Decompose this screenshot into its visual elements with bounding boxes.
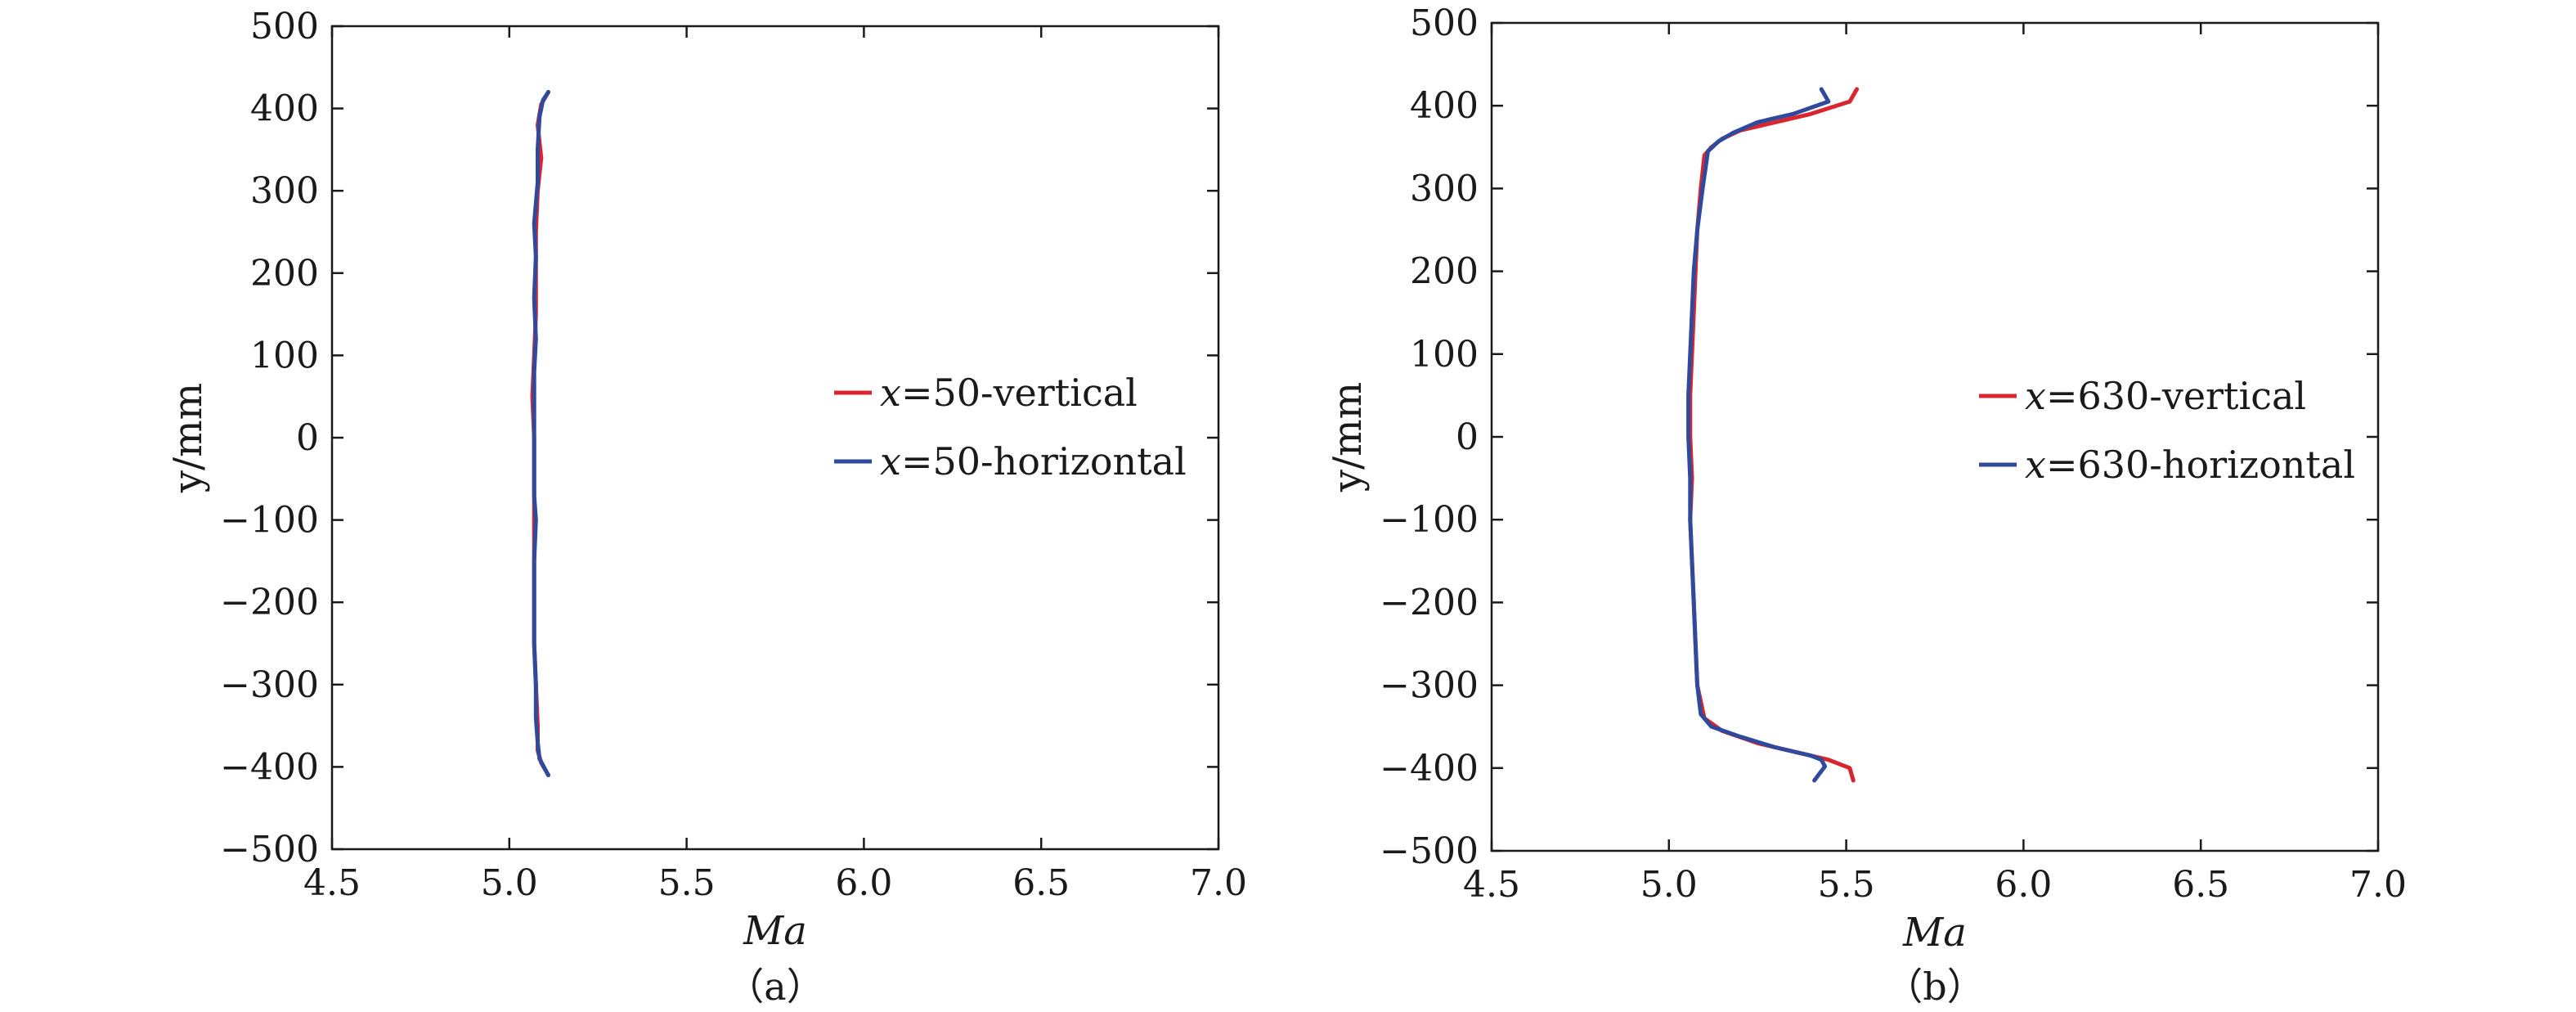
- x-tick-label: 6.0: [1995, 864, 2052, 906]
- x-tick-label: 5.5: [1818, 864, 1875, 906]
- y-axis-label: y/mm: [165, 383, 211, 493]
- plot-frame: [1490, 21, 2380, 852]
- y-tick-label: 0: [296, 417, 319, 459]
- y-tick-label: −200: [1380, 582, 1479, 623]
- series-line-horizontal: [1686, 87, 1831, 783]
- y-tick-label: 400: [250, 88, 319, 130]
- y-tick-label: 500: [1410, 2, 1479, 44]
- y-axis-label: y/mm: [1325, 382, 1371, 493]
- series-line-vertical: [1688, 87, 1860, 783]
- y-tick-label: 400: [1410, 85, 1479, 127]
- y-tick-label: −100: [220, 500, 319, 542]
- y-tick-label: −500: [220, 829, 319, 870]
- y-tick-label: −100: [1380, 499, 1479, 541]
- y-tick-label: −300: [1380, 665, 1479, 707]
- x-tick-label: 4.5: [1463, 864, 1520, 906]
- y-tick-label: −400: [1380, 748, 1479, 789]
- legend-label-vertical: x=630-vertical: [2025, 374, 2306, 418]
- y-tick-label: 300: [250, 170, 319, 212]
- y-tick-label: −400: [220, 746, 319, 788]
- series-line-horizontal: [532, 90, 550, 777]
- chart-panel-b: 4.5 5.0 5.5 6.0 6.5 7.0 500 400 300 200 100 0 −100 −2…: [1325, 2, 2407, 1009]
- x-tick-label: 4.5: [303, 862, 361, 904]
- y-tick-label: 500: [250, 6, 319, 47]
- legend-label-horizontal: x=50-horizontal: [880, 439, 1187, 484]
- y-tick-label: −300: [220, 664, 319, 706]
- y-tick-label: 200: [1410, 251, 1479, 293]
- y-tick-label: 300: [1410, 168, 1479, 209]
- plot-frame: [330, 25, 1220, 851]
- x-axis-label: Ma: [743, 908, 807, 954]
- legend-label-vertical: x=50-vertical: [880, 371, 1138, 415]
- y-tick-label: 200: [250, 253, 319, 295]
- x-tick-label: 6.5: [2172, 864, 2229, 906]
- x-tick-label: 7.0: [1190, 862, 1247, 904]
- x-axis-label: Ma: [1902, 910, 1967, 956]
- y-tick-label: −500: [1380, 830, 1479, 872]
- x-tick-label: 6.0: [835, 862, 892, 904]
- y-tick-label: 100: [1410, 334, 1479, 376]
- x-tick-label: 5.5: [658, 862, 716, 904]
- x-tick-label: 5.0: [481, 862, 538, 904]
- y-tick-label: 100: [250, 335, 319, 376]
- legend-label-horizontal: x=630-horizontal: [2025, 443, 2355, 487]
- panel-caption: （a）: [726, 965, 824, 1009]
- y-tick-label: −200: [220, 582, 319, 623]
- y-tick-label: 0: [1456, 416, 1479, 458]
- x-tick-label: 6.5: [1012, 862, 1070, 904]
- x-tick-label: 5.0: [1640, 864, 1698, 906]
- panel-caption: （b）: [1885, 965, 1984, 1009]
- chart-panel-a: 4.5 5.0 5.5 6.0 6.5 7.0 500 400 300 200 100 0 −100 −2…: [165, 6, 1247, 1009]
- x-tick-label: 7.0: [2349, 864, 2407, 906]
